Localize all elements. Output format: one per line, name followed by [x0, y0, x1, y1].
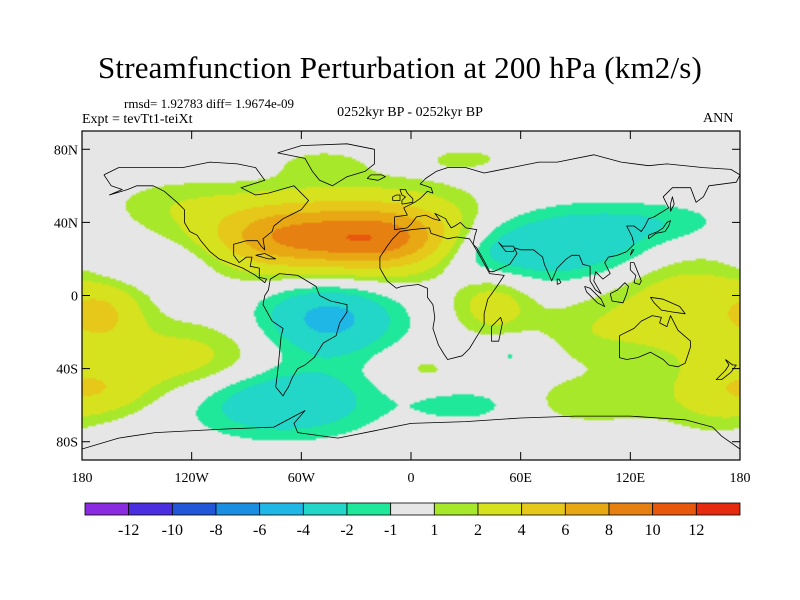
- coastline-borneo: [609, 282, 629, 304]
- colorbar-label: -6: [253, 522, 266, 539]
- lat-tick-label: 0: [71, 290, 78, 305]
- lon-tick-label: 0: [408, 471, 415, 486]
- colorbar-swatch: [215, 502, 261, 516]
- colorbar-label: 6: [561, 522, 569, 539]
- stats-line: rmsd= 1.92783 diff= 1.9674e-09: [124, 96, 295, 111]
- colorbar-swatch: [608, 502, 654, 516]
- coastline-new-zealand: [715, 359, 737, 381]
- coastline-antarctica: [82, 410, 740, 450]
- period-label: 0252kyr BP - 0252kyr BP: [337, 105, 483, 120]
- colorbar-swatch: [477, 502, 523, 516]
- lon-tick-label: 180: [730, 471, 751, 486]
- lat-tick-label: 80S: [56, 436, 78, 451]
- experiment-label: Expt = tevTt1-teiXt: [82, 112, 193, 127]
- colorbar-swatch: [128, 502, 173, 516]
- colorbar-swatch: [564, 502, 610, 516]
- colorbar-label: 4: [518, 522, 526, 539]
- colorbar-label: 2: [474, 522, 482, 539]
- plot-title: Streamfunction Perturbation at 200 hPa (…: [97, 50, 703, 85]
- coastline-africa: [379, 227, 505, 360]
- coastline-japan: [648, 220, 671, 240]
- colorbar-swatch: [346, 502, 392, 516]
- coastline-south-america: [262, 273, 348, 397]
- lon-tick-label: 180: [72, 471, 93, 486]
- coastline-new-guinea: [650, 296, 686, 315]
- coastline-philippines: [629, 262, 642, 285]
- colorbar-label: -10: [162, 522, 183, 539]
- lat-tick-label: 40S: [56, 363, 78, 378]
- colorbar-label: 10: [645, 522, 661, 539]
- colorbar-swatch: [652, 502, 697, 516]
- colorbar-swatch: [84, 502, 130, 516]
- lon-tick-label: 60W: [288, 471, 316, 486]
- colorbar-swatch: [521, 502, 566, 516]
- map-axes: 80N 40N 0 40S 80S 180 120W 60W 0 60E 120E 180: [54, 131, 751, 486]
- coastline-taiwan: [629, 249, 635, 256]
- coastline-ireland: [392, 194, 401, 201]
- colorbar-swatch: [433, 502, 479, 516]
- coastline-cuba: [255, 253, 277, 260]
- lat-tick-label: 40N: [54, 216, 78, 231]
- coastline-british-isles: [399, 189, 414, 205]
- lat-tick-label: 80N: [54, 143, 78, 158]
- coastline-sakhalin: [670, 196, 675, 212]
- coastlines: [82, 143, 740, 450]
- coastline-madagascar: [490, 316, 503, 342]
- lon-tick-label: 120W: [175, 471, 210, 486]
- coastline-sumatra: [584, 286, 606, 307]
- colorbar-label: 1: [430, 522, 438, 539]
- colorbar-label: -8: [209, 522, 222, 539]
- colorbar-label: -2: [340, 522, 353, 539]
- colorbar-swatch: [302, 502, 348, 516]
- lon-tick-label: 120E: [616, 471, 646, 486]
- colorbar-swatch: [695, 502, 741, 516]
- coastline-eurasia: [394, 154, 740, 295]
- colorbar-label: 12: [688, 522, 704, 539]
- colorbar: -12 -10 -8 -6 -4 -2 -1 1 2 4 6 8 10 12: [84, 502, 741, 539]
- colorbar-swatch: [390, 502, 435, 516]
- coastline-north-america: [103, 161, 310, 284]
- contour-field: [82, 131, 740, 460]
- colorbar-label: -4: [297, 522, 310, 539]
- lon-tick-label: 60E: [509, 471, 532, 486]
- coastline-australia: [619, 315, 691, 368]
- colorbar-label: -12: [118, 522, 139, 539]
- colorbar-swatch: [259, 502, 304, 516]
- coastline-greenland: [277, 143, 375, 187]
- colorbar-label: 8: [605, 522, 613, 539]
- streamfunction-field: [82, 131, 740, 460]
- coastline-iceland: [366, 174, 386, 181]
- coastline-sri-lanka: [556, 278, 562, 285]
- colorbar-swatch: [171, 502, 217, 516]
- season-label: ANN: [703, 111, 734, 126]
- colorbar-label: -1: [384, 522, 397, 539]
